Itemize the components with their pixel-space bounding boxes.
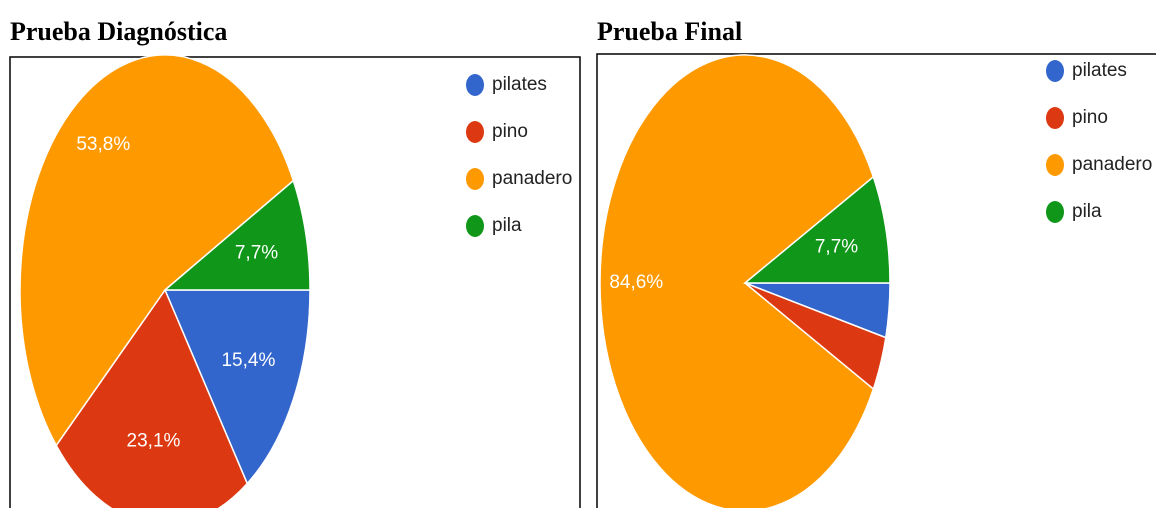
legend-swatch: [1046, 154, 1064, 176]
legend-swatch: [466, 215, 484, 237]
legend-label: pilates: [492, 74, 547, 95]
chart-title: Prueba Diagnóstica: [10, 17, 227, 46]
pie-slice: [55, 288, 249, 508]
chart-frame: [596, 53, 1156, 508]
data-label: 7,7%: [235, 242, 278, 263]
data-label: 23,1%: [127, 431, 181, 452]
legend-label: panadero: [492, 168, 572, 189]
legend-swatch: [466, 74, 484, 96]
legend-swatch: [1046, 107, 1064, 129]
legend-label: pilates: [1072, 60, 1127, 81]
legend-swatch: [466, 168, 484, 190]
legend-label: pila: [1072, 201, 1102, 222]
legend-label: pino: [492, 121, 528, 142]
legend-label: panadero: [1072, 154, 1152, 175]
pie-slice: [599, 54, 875, 508]
legend-swatch: [1046, 60, 1064, 82]
pie-slice: [19, 54, 295, 447]
legend-swatch: [1046, 201, 1064, 223]
pie-slice: [163, 289, 311, 485]
chart-frame: [9, 56, 581, 508]
chart-title: Prueba Final: [597, 17, 742, 46]
data-label: 84,6%: [609, 272, 663, 293]
legend-swatch: [466, 121, 484, 143]
legend-label: pila: [492, 215, 522, 236]
data-label: 15,4%: [221, 350, 275, 371]
legend-label: pino: [1072, 107, 1108, 128]
pie-slice: [742, 175, 891, 284]
data-label: 7,7%: [815, 237, 858, 258]
data-label: 53,8%: [76, 134, 130, 155]
pie-slice: [162, 179, 311, 291]
